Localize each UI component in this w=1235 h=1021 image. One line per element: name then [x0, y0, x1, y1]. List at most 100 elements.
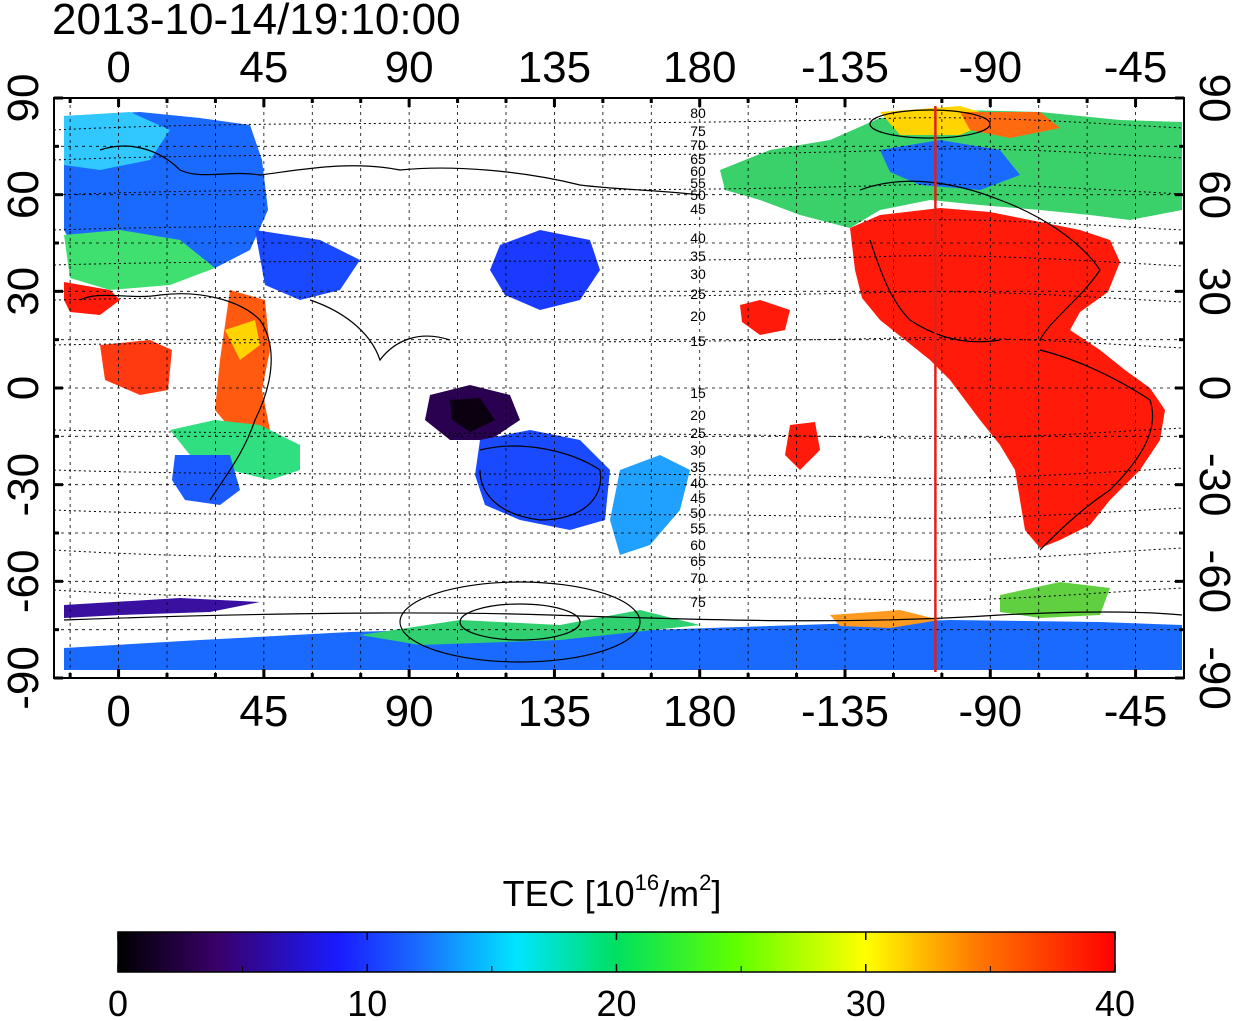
contour-label-south: 45 — [690, 490, 706, 506]
colorbar-label-exp1: 16 — [635, 870, 659, 895]
tec-region-indonesia-core — [450, 398, 495, 432]
tec-region-pacific-patch — [740, 300, 790, 335]
frame-tick-top — [262, 98, 266, 107]
frame-tick-bottom — [795, 673, 799, 678]
top-lon-tick-label: -135 — [801, 43, 889, 92]
contour-label-north: 70 — [690, 137, 706, 153]
frame-tick-left — [54, 241, 59, 245]
tec-region-north-atlantic — [64, 112, 170, 170]
contour-label-north: 45 — [690, 201, 706, 217]
contour-label-south: 40 — [690, 475, 706, 491]
frame-tick-top — [359, 98, 363, 103]
colorbar-tick-label: 10 — [347, 983, 387, 1021]
frame-tick-left — [54, 386, 63, 390]
contour-label-north: 80 — [690, 105, 706, 121]
contour-label-south: 50 — [690, 505, 706, 521]
tec-region-central-asia — [255, 230, 360, 300]
frame-tick-bottom — [843, 669, 847, 678]
coastlines — [63, 145, 1183, 622]
frame-tick-top — [891, 98, 895, 103]
frame-tick-right — [1179, 338, 1184, 342]
colorbar-tick-label: 0 — [108, 983, 128, 1021]
frame-tick-bottom — [988, 669, 992, 678]
colorbar-tick-label: 40 — [1095, 983, 1135, 1021]
frame-tick-bottom — [552, 669, 556, 678]
frame-tick-left — [54, 579, 63, 583]
right-lat-tick-label: 90 — [1190, 74, 1235, 123]
contour-label-north: 50 — [690, 187, 706, 203]
frame-tick-bottom — [68, 673, 72, 678]
right-lat-tick-label: -90 — [1190, 646, 1235, 710]
tec-region-southern-africa-green — [170, 420, 300, 480]
contour-label-south: 15 — [690, 385, 706, 401]
frame-tick-top — [117, 98, 121, 107]
bottom-lon-tick-label: 45 — [239, 687, 288, 736]
frame-tick-bottom — [1085, 673, 1089, 678]
geomagnetic-contours — [54, 117, 1184, 601]
frame-tick-left — [54, 531, 59, 535]
frame-tick-left — [54, 193, 63, 197]
tec-region-north-africa — [64, 282, 120, 315]
frame-tick-top — [456, 98, 460, 103]
colorbar-tick-label: 20 — [596, 983, 636, 1021]
bottom-lon-tick-label: 90 — [385, 687, 434, 736]
frame-tick-bottom — [746, 673, 750, 678]
tec-region-southern-africa — [172, 455, 240, 505]
frame-tick-left — [54, 483, 63, 487]
top-lon-tick-label: 45 — [239, 43, 288, 92]
frame-tick-right — [1179, 241, 1184, 245]
frame-tick-right — [1175, 676, 1184, 680]
bottom-lon-tick-label: -135 — [801, 687, 889, 736]
tec-region-antarctic-orange — [830, 610, 940, 628]
frame-tick-top — [698, 98, 702, 107]
frame-tick-top — [940, 98, 944, 103]
contour-labels: 8075706560555045403530252015152025303540… — [690, 105, 706, 610]
contour-label-north: 30 — [690, 266, 706, 282]
colorbar-label-mid: /m — [659, 873, 699, 914]
tec-region-australia — [475, 430, 610, 530]
frame-tick-right — [1175, 579, 1184, 583]
frame-tick-top — [407, 98, 411, 107]
frame-tick-right — [1175, 193, 1184, 197]
colorbar-tick-label: 30 — [846, 983, 886, 1021]
frame-tick-top — [601, 98, 605, 103]
tec-region-southern-ocean-purple — [64, 598, 260, 618]
bottom-lon-tick-label: 135 — [518, 687, 591, 736]
tec-region-west-africa — [100, 340, 172, 395]
tec-region-new-zealand — [610, 455, 690, 555]
contour-label-north: 15 — [690, 333, 706, 349]
contour-label-north: 20 — [690, 308, 706, 324]
frame-tick-top — [552, 98, 556, 107]
frame-tick-left — [54, 338, 59, 342]
colorbar-label-exp2: 2 — [699, 870, 711, 895]
colorbar-label-main: TEC [10 — [503, 873, 635, 914]
frame-tick-top — [649, 98, 653, 103]
right-lat-tick-label: -30 — [1190, 453, 1235, 517]
map-title: 2013-10-14/19:10:00 — [52, 0, 461, 44]
contour-label-south: 20 — [690, 407, 706, 423]
frame-tick-top — [213, 98, 217, 103]
frame-tick-top — [843, 98, 847, 107]
frame-tick-top — [1134, 98, 1138, 107]
frame-tick-bottom — [262, 669, 266, 678]
frame-tick-bottom — [117, 669, 121, 678]
tec-region-asia — [490, 230, 600, 310]
contour-label-south: 30 — [690, 442, 706, 458]
left-lat-tick-label: 0 — [0, 376, 48, 400]
right-lat-tick-label: 60 — [1190, 170, 1235, 219]
frame-tick-top — [68, 98, 72, 103]
frame-tick-top — [1085, 98, 1089, 103]
frame-tick-top — [310, 98, 314, 103]
contour-label-south: 35 — [690, 459, 706, 475]
frame-tick-bottom — [601, 673, 605, 678]
top-lon-tick-label: -90 — [958, 43, 1022, 92]
frame-tick-bottom — [407, 669, 411, 678]
frame-tick-top — [795, 98, 799, 103]
left-latitude-ticks: 90 60 30 0 -30 -60 -90 — [0, 74, 48, 710]
left-lat-tick-label: -60 — [0, 550, 48, 614]
contour-label-north: 40 — [690, 230, 706, 246]
top-lon-tick-label: 90 — [385, 43, 434, 92]
frame-tick-right — [1179, 434, 1184, 438]
frame-tick-bottom — [456, 673, 460, 678]
